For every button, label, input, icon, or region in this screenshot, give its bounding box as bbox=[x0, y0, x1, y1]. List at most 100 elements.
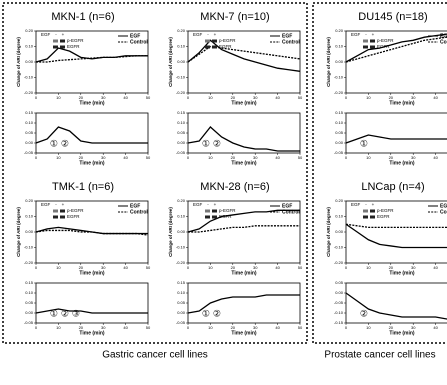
x-tick-label: 40 bbox=[123, 95, 128, 100]
y-tick-label: -0.20 bbox=[24, 90, 34, 95]
x-axis-label: Time (min) bbox=[389, 270, 415, 276]
x-tick-label: 30 bbox=[411, 155, 416, 160]
x-tick-label: 10 bbox=[366, 325, 371, 330]
data-line bbox=[346, 33, 447, 62]
annotation: ① bbox=[50, 308, 58, 318]
x-tick-label: 20 bbox=[389, 95, 394, 100]
blot-band bbox=[205, 210, 210, 213]
blot-label: EGF bbox=[351, 32, 361, 37]
annotation: ② bbox=[213, 138, 221, 148]
y-axis-label: Change of ARI (degree) bbox=[16, 207, 21, 257]
blot-band bbox=[212, 210, 217, 213]
x-axis-label: Time (min) bbox=[389, 330, 415, 336]
blot-band bbox=[212, 40, 217, 43]
y-tick-label: 0.05 bbox=[335, 130, 344, 135]
x-tick-label: 40 bbox=[433, 155, 438, 160]
y-tick-label: 0.20 bbox=[177, 28, 186, 33]
blot-band-label: EGFR bbox=[219, 44, 232, 49]
legend-label: Control bbox=[130, 39, 148, 45]
blot-lane: + bbox=[214, 32, 217, 37]
x-tick-label: 0 bbox=[345, 95, 348, 100]
blot-band bbox=[53, 216, 58, 219]
x-tick-label: 20 bbox=[79, 155, 84, 160]
y-tick-label: 0.15 bbox=[177, 110, 186, 115]
y-tick-label: 0.00 bbox=[177, 140, 186, 145]
x-tick-label: 50 bbox=[298, 325, 303, 330]
x-axis-label: Time (min) bbox=[79, 330, 105, 336]
y-tick-label: 0.05 bbox=[177, 130, 186, 135]
y-tick-label: -0.20 bbox=[334, 260, 344, 265]
y-tick-label: 0.15 bbox=[335, 110, 344, 115]
x-tick-label: 30 bbox=[411, 95, 416, 100]
x-axis-label: Time (min) bbox=[79, 100, 105, 106]
x-tick-label: 40 bbox=[123, 265, 128, 270]
annotation: ② bbox=[213, 308, 221, 318]
group-label: Prostate cancer cell lines bbox=[324, 350, 435, 361]
x-tick-label: 30 bbox=[101, 325, 106, 330]
x-tick-label: 10 bbox=[56, 265, 61, 270]
x-tick-label: 40 bbox=[433, 95, 438, 100]
blot-label: EGF bbox=[41, 32, 51, 37]
y-axis-label: Change of ARI (degree) bbox=[326, 37, 331, 87]
x-tick-label: 10 bbox=[366, 95, 371, 100]
x-tick-label: 20 bbox=[231, 95, 236, 100]
y-tick-label: -0.20 bbox=[24, 260, 34, 265]
blot-lane: - bbox=[207, 202, 209, 207]
y-tick-label: 0.00 bbox=[25, 140, 34, 145]
y-tick-label: -0.05 bbox=[24, 320, 34, 325]
x-tick-label: 30 bbox=[253, 325, 258, 330]
x-tick-label: 40 bbox=[275, 325, 280, 330]
x-tick-label: 10 bbox=[366, 265, 371, 270]
y-tick-label: -0.05 bbox=[176, 150, 186, 155]
blot-band bbox=[370, 46, 375, 49]
blot-band bbox=[53, 46, 58, 49]
annotation: ② bbox=[61, 308, 69, 318]
plot-frame bbox=[346, 201, 447, 263]
y-axis-label: Change of ARI (degree) bbox=[168, 37, 173, 87]
x-tick-label: 30 bbox=[101, 155, 106, 160]
y-tick-label: 0.10 bbox=[335, 44, 344, 49]
y-tick-label: 0.00 bbox=[335, 140, 344, 145]
blot-band bbox=[53, 210, 58, 213]
blot-band bbox=[205, 216, 210, 219]
y-tick-label: 0.10 bbox=[25, 44, 34, 49]
y-tick-label: 0.00 bbox=[25, 310, 34, 315]
y-tick-label: -0.10 bbox=[334, 245, 344, 250]
y-tick-label: 0.00 bbox=[335, 290, 344, 295]
x-tick-label: 10 bbox=[56, 325, 61, 330]
x-axis-label: Time (min) bbox=[231, 330, 257, 336]
blot-label: EGF bbox=[351, 202, 361, 207]
x-tick-label: 50 bbox=[146, 95, 151, 100]
x-tick-label: 20 bbox=[231, 155, 236, 160]
panel-title: TMK-1 (n=6) bbox=[52, 181, 114, 193]
panel-title: MKN-28 (n=6) bbox=[200, 181, 269, 193]
blot-lane: - bbox=[365, 32, 367, 37]
blot-band-label: EGFR bbox=[377, 214, 390, 219]
x-axis-label: Time (min) bbox=[389, 100, 415, 106]
y-tick-label: 0.00 bbox=[335, 59, 344, 64]
blot-lane: - bbox=[55, 202, 57, 207]
y-tick-label: 0.00 bbox=[25, 229, 34, 234]
blot-label: EGF bbox=[193, 32, 203, 37]
x-tick-label: 0 bbox=[35, 325, 38, 330]
x-tick-label: 0 bbox=[345, 265, 348, 270]
x-tick-label: 0 bbox=[187, 95, 190, 100]
blot-band bbox=[363, 210, 368, 213]
blot-band bbox=[363, 46, 368, 49]
y-tick-label: 0.00 bbox=[177, 229, 186, 234]
figure: Gastric cancer cell lines Prostate cance… bbox=[0, 0, 447, 385]
blot-band bbox=[60, 216, 65, 219]
x-tick-label: 50 bbox=[146, 155, 151, 160]
x-tick-label: 0 bbox=[345, 325, 348, 330]
annotation: ① bbox=[202, 308, 210, 318]
blot-lane: + bbox=[372, 202, 375, 207]
legend-label: Control bbox=[282, 39, 300, 45]
blot-label: EGF bbox=[41, 202, 51, 207]
group-label: Gastric cancer cell lines bbox=[102, 350, 208, 361]
y-axis-label: Change of ARI (degree) bbox=[168, 207, 173, 257]
blot-band-label: p-EGFR bbox=[67, 38, 84, 43]
blot-lane: + bbox=[62, 202, 65, 207]
blot-band bbox=[60, 40, 65, 43]
y-tick-label: 0.00 bbox=[177, 59, 186, 64]
x-tick-label: 30 bbox=[253, 265, 258, 270]
